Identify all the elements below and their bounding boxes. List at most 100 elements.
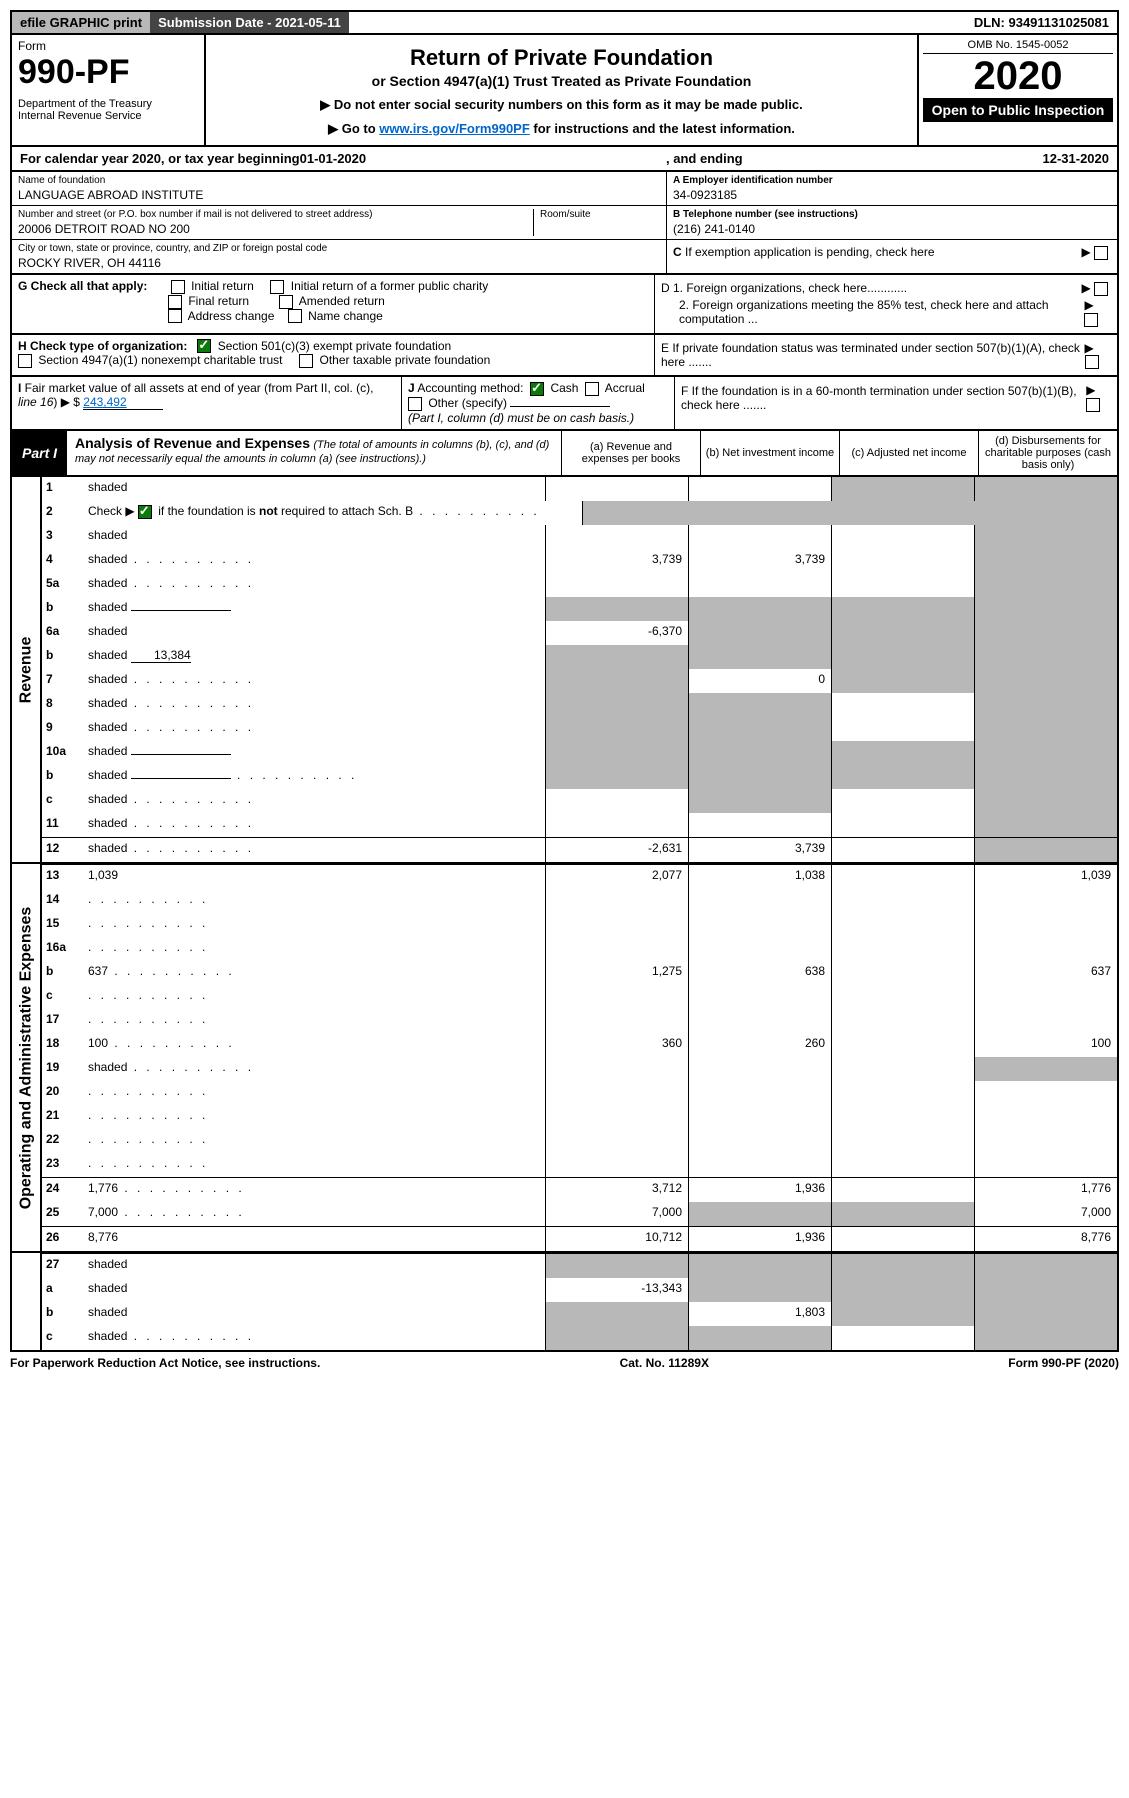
table-cell xyxy=(831,865,974,889)
form-url-link[interactable]: www.irs.gov/Form990PF xyxy=(379,121,530,136)
table-cell xyxy=(831,597,974,621)
table-cell xyxy=(545,693,688,717)
e-section: E If private foundation status was termi… xyxy=(654,335,1117,376)
address-label: Number and street (or P.O. box number if… xyxy=(18,209,533,220)
footer-left: For Paperwork Reduction Act Notice, see … xyxy=(10,1356,320,1370)
row-description: shaded xyxy=(84,477,545,501)
row-description xyxy=(84,1009,545,1033)
initial-former-checkbox[interactable] xyxy=(270,280,284,294)
row-number: 8 xyxy=(42,693,84,717)
table-cell xyxy=(688,1105,831,1129)
row-description xyxy=(84,1129,545,1153)
tax-year: 2020 xyxy=(923,54,1113,98)
row-description: shaded xyxy=(84,717,545,741)
row-number: 27 xyxy=(42,1254,84,1278)
row-description: 637 xyxy=(84,961,545,985)
table-cell: 360 xyxy=(545,1033,688,1057)
table-cell xyxy=(545,1057,688,1081)
table-cell xyxy=(974,1057,1117,1081)
row-description: shaded xyxy=(84,1302,545,1326)
schb-checkbox[interactable] xyxy=(138,505,152,519)
row-description: shaded xyxy=(84,1254,545,1278)
f-checkbox[interactable] xyxy=(1086,398,1100,412)
d1-label: D 1. Foreign organizations, check here..… xyxy=(661,281,907,295)
top-bar: efile GRAPHIC print Submission Date - 20… xyxy=(10,10,1119,35)
g-section: G Check all that apply: Initial return I… xyxy=(12,275,654,333)
row-number: 13 xyxy=(42,865,84,889)
table-cell xyxy=(545,717,688,741)
row-description: shaded xyxy=(84,765,545,789)
table-row: 6ashaded-6,370 xyxy=(42,621,1117,645)
accrual-checkbox[interactable] xyxy=(585,382,599,396)
part1-desc: Analysis of Revenue and Expenses (The to… xyxy=(67,431,561,475)
address-value: 20006 DETROIT ROAD NO 200 xyxy=(18,222,533,236)
table-cell xyxy=(688,789,831,813)
f-label: F If the foundation is in a 60-month ter… xyxy=(681,384,1086,412)
row-description: shaded xyxy=(84,525,545,549)
room-label: Room/suite xyxy=(540,209,660,220)
exemption-checkbox[interactable] xyxy=(1094,246,1108,260)
table-cell xyxy=(688,1278,831,1302)
form-label: Form xyxy=(18,39,198,53)
j-section: J Accounting method: Cash Accrual Other … xyxy=(402,377,675,429)
col-c-header: (c) Adjusted net income xyxy=(839,431,978,475)
i-section: I Fair market value of all assets at end… xyxy=(12,377,402,429)
other-taxable-checkbox[interactable] xyxy=(299,354,313,368)
table-cell xyxy=(974,1105,1117,1129)
table-cell: 3,739 xyxy=(545,549,688,573)
table-row: 9shaded xyxy=(42,717,1117,741)
table-cell: 1,038 xyxy=(688,865,831,889)
table-cell xyxy=(831,1153,974,1177)
table-cell xyxy=(974,838,1117,862)
row-description xyxy=(84,1105,545,1129)
d1-checkbox[interactable] xyxy=(1094,282,1108,296)
part1-title: Analysis of Revenue and Expenses xyxy=(75,435,310,451)
id-right: A Employer identification number 34-0923… xyxy=(666,172,1117,273)
table-row: 8shaded xyxy=(42,693,1117,717)
table-cell: -6,370 xyxy=(545,621,688,645)
table-row: 10ashaded xyxy=(42,741,1117,765)
calyear-mid: , and ending xyxy=(366,151,1042,166)
other-method-checkbox[interactable] xyxy=(408,397,422,411)
table-cell xyxy=(831,765,974,789)
cash-checkbox[interactable] xyxy=(530,382,544,396)
ein-value: 34-0923185 xyxy=(673,188,1111,202)
name-label: Name of foundation xyxy=(18,175,660,186)
calyear-pre: For calendar year 2020, or tax year begi… xyxy=(20,151,300,166)
table-cell: 8,776 xyxy=(974,1227,1117,1251)
ein-label: A Employer identification number xyxy=(673,175,1111,186)
initial-return-checkbox[interactable] xyxy=(171,280,185,294)
d2-checkbox[interactable] xyxy=(1084,313,1098,327)
foundation-name: LANGUAGE ABROAD INSTITUTE xyxy=(18,188,660,202)
table-cell: 1,776 xyxy=(974,1178,1117,1202)
final-return-checkbox[interactable] xyxy=(168,295,182,309)
e-checkbox[interactable] xyxy=(1085,355,1099,369)
amended-return-checkbox[interactable] xyxy=(279,295,293,309)
row-number: 26 xyxy=(42,1227,84,1251)
table-cell: 3,712 xyxy=(545,1178,688,1202)
501c3-checkbox[interactable] xyxy=(197,339,211,353)
table-cell xyxy=(582,501,1117,525)
omb-number: OMB No. 1545-0052 xyxy=(923,39,1113,54)
address-change-checkbox[interactable] xyxy=(168,309,182,323)
page-footer: For Paperwork Reduction Act Notice, see … xyxy=(10,1352,1119,1374)
row-description: shaded xyxy=(84,789,545,813)
row-number: 21 xyxy=(42,1105,84,1129)
form-title: Return of Private Foundation xyxy=(216,45,907,71)
table-cell xyxy=(831,1105,974,1129)
4947-checkbox[interactable] xyxy=(18,354,32,368)
table-row: 19shaded xyxy=(42,1057,1117,1081)
city-value: ROCKY RIVER, OH 44116 xyxy=(18,256,660,270)
tel-label: B Telephone number (see instructions) xyxy=(673,209,1111,220)
name-change-checkbox[interactable] xyxy=(288,309,302,323)
table-row: cshaded xyxy=(42,789,1117,813)
revenue-rows: 1shaded2Check ▶ if the foundation is not… xyxy=(42,477,1117,862)
table-cell xyxy=(545,813,688,837)
fmv-value[interactable]: 243,492 xyxy=(83,395,163,410)
table-cell xyxy=(688,889,831,913)
row-description: shaded xyxy=(84,573,545,597)
row-number: a xyxy=(42,1278,84,1302)
table-cell xyxy=(831,1033,974,1057)
row-number: b xyxy=(42,645,84,669)
table-cell xyxy=(688,1202,831,1226)
